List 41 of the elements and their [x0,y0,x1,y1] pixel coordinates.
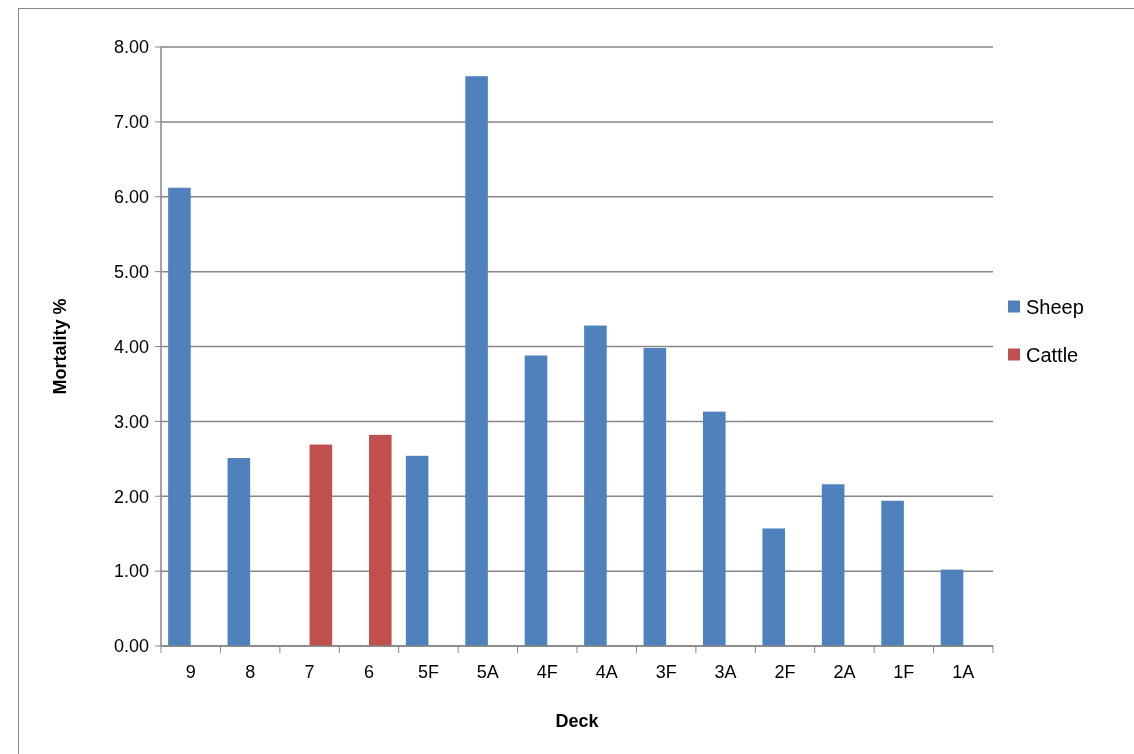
bar [524,355,548,646]
x-axis-title: Deck [555,711,600,731]
x-tick-label: 3A [714,662,737,682]
y-tick-label: 3.00 [113,411,149,432]
x-tick-label: 1A [952,662,975,682]
x-tick-label: 6 [363,662,375,682]
bar [762,528,785,646]
y-tick-label: 1.00 [113,561,149,582]
bar [881,500,904,646]
bar [405,455,429,646]
x-tick-label: 9 [185,662,196,682]
x-tick-label: 1F [893,662,915,682]
bar [168,187,191,646]
legend-label: Sheep [1026,295,1084,318]
y-tick-label: 7.00 [113,112,149,133]
x-tick-label: 5F [417,662,439,682]
x-tick-label: 8 [245,662,256,682]
bar [309,444,333,646]
bar [702,411,726,646]
x-tick-label: 3F [655,662,677,682]
x-tick-label: 2F [774,662,796,682]
x-tick-label: 5A [476,662,499,682]
y-tick-label: 2.00 [113,486,149,507]
bar [940,569,964,646]
y-tick-label: 4.00 [113,336,149,357]
bar [369,434,392,646]
y-tick-label: 8.00 [113,37,149,58]
bar [821,484,845,646]
y-tick-label: 5.00 [113,261,149,282]
x-tick-label: 4F [536,662,558,682]
bar [584,325,607,646]
x-tick-label: 2A [833,662,856,682]
y-axis-title: Mortality % [50,298,70,395]
y-tick-label: 0.00 [113,636,149,657]
bar [643,348,667,646]
y-tick-label: 6.00 [113,187,149,208]
bar [465,76,488,646]
x-tick-label: 4A [595,662,618,682]
bar [227,458,251,646]
legend-label: Cattle [1026,343,1079,366]
x-tick-label: 7 [304,662,315,682]
